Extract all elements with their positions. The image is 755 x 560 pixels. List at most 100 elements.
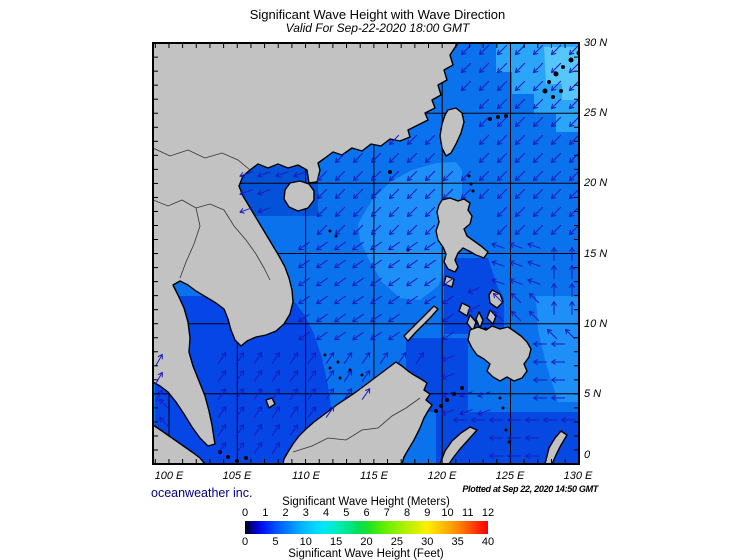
legend-title-meters: Significant Wave Height (Meters) [282,496,450,508]
wave-arrow [527,278,541,285]
island-speck [388,170,392,174]
wave-arrow [424,206,436,218]
wave-arrow [352,224,364,236]
wave-arrow [406,206,418,218]
wave-arrow [271,424,281,436]
wave-arrow [496,152,508,164]
wave-arrow [478,170,490,182]
wave-arrow [569,283,575,297]
wave-arrow [532,206,544,218]
wave-arrow [334,277,346,287]
legend-tick: 2 [282,507,289,519]
island-speck [439,404,443,408]
wave-arrow [352,241,364,251]
wave-arrow [289,370,299,382]
lat-label: 5 N [584,388,602,400]
wave-arrow [550,134,562,146]
wave-arrow [239,189,253,196]
wave-arrow [460,170,472,182]
island-speck [328,366,332,370]
wave-arrow [478,62,490,74]
wave-arrow [271,388,281,400]
wave-arrow [467,286,481,294]
lon-label: 130 E [563,470,593,482]
wave-arrow [568,80,579,92]
small-islands [218,50,579,463]
wave-arrow [388,331,400,341]
wave-arrow [478,116,490,128]
island-speck [488,117,492,121]
wave-arrow [352,295,364,305]
lat-label: 10 N [584,318,608,330]
legend-title-feet: Significant Wave Height (Feet) [288,548,444,560]
wave-arrow [528,310,540,322]
island-luzon [435,197,489,273]
wave-arrow [442,295,454,305]
landmasses [153,43,568,464]
legend-tick: 3 [302,507,309,519]
wave-arrow [352,170,364,182]
wave-arrow [379,352,389,364]
wave-arrow [424,259,436,269]
wave-arrow [343,370,353,382]
wave-arrow [235,352,245,364]
lon-label: 115 E [360,470,388,482]
wave-arrow [370,295,382,305]
wave-arrow [424,277,436,287]
wave-arrow [415,352,425,364]
wave-arrow [361,352,371,364]
legend-tick: 4 [322,507,330,519]
wave-arrow [397,352,407,364]
wave-arrow [478,44,490,56]
wave-arrow [424,295,436,305]
island-halmahera [544,430,568,464]
wave-arrow [546,328,558,340]
wave-arrow [316,224,328,236]
island-speck [559,89,563,93]
wave-arrow [424,170,436,182]
wave-arrow [235,370,245,382]
wave-arrow [533,377,547,383]
wave-arrow [459,409,473,416]
wave-arrow [496,44,508,56]
wave-arrow [334,188,346,200]
wave-arrow [424,188,436,200]
wave-arrow [298,313,310,323]
wave-arrow [550,44,562,56]
wave-arrow [496,116,508,128]
wave-arrow [370,152,382,164]
wave-arrow [514,152,526,164]
wave-arrow [271,406,281,418]
wave-arrow [388,259,400,269]
lat-label: 20 N [584,177,608,189]
wave-arrow [155,353,163,367]
oceanweather-credit: oceanweather inc. [151,486,253,500]
wave-arrow [253,424,263,436]
island-samar [488,289,504,309]
wave-arrow [478,134,490,146]
wave-arrow [561,417,575,423]
wave-arrow [568,170,579,182]
wave-arrow [158,416,170,428]
wave-arrow [406,152,418,164]
wave-arrow [478,98,490,110]
wave-arrow [564,328,576,340]
legend-tick: 5 [272,536,279,548]
wave-arrow [551,265,557,279]
island-sumatra [153,424,206,464]
wave-arrow [406,295,418,305]
lat-label: 15 N [584,248,608,260]
wave-arrow [334,331,346,341]
wave-arrow [568,98,579,110]
wave-arrow [442,331,454,341]
wave-arrow [406,224,418,236]
wave-arrow [442,170,454,182]
wave-arrow [307,352,317,364]
legend-tick: 10 [299,536,312,548]
wave-arrow [406,259,418,269]
wave-arrow [568,188,579,200]
island-speck [561,65,565,69]
wave-arrow [514,224,526,236]
wave-arrow [298,259,310,269]
wave-contour-philippine-sea [536,296,579,402]
